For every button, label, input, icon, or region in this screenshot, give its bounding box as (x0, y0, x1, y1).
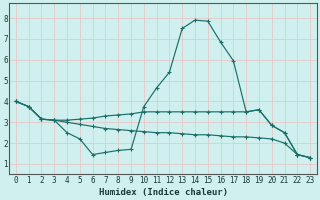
X-axis label: Humidex (Indice chaleur): Humidex (Indice chaleur) (99, 188, 228, 197)
